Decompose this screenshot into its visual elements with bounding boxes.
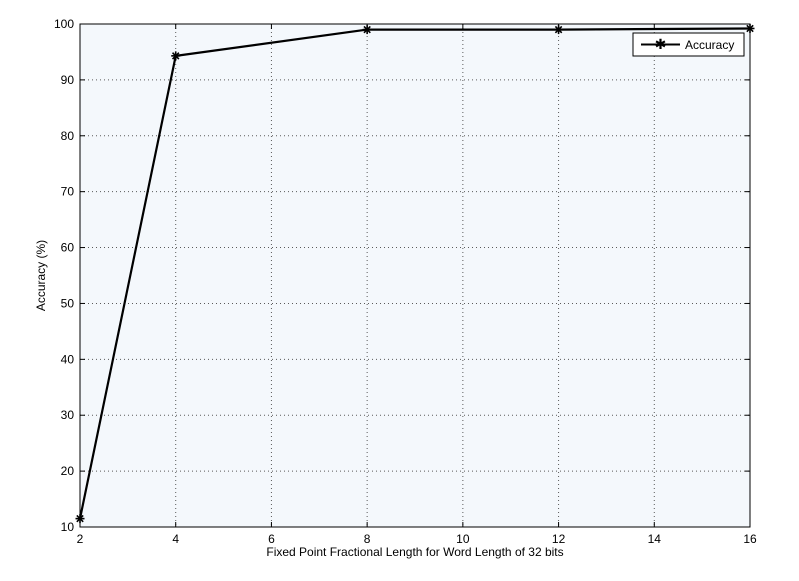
x-tick-label: 4	[172, 532, 179, 546]
y-tick-label: 50	[61, 296, 75, 310]
y-tick-label: 40	[61, 352, 75, 366]
x-tick-label: 14	[648, 532, 662, 546]
marker-stroke	[363, 25, 371, 34]
y-axis-label: Accuracy (%)	[34, 240, 48, 311]
y-tick-label: 70	[61, 185, 75, 199]
x-axis-label: Fixed Point Fractional Length for Word L…	[266, 545, 563, 559]
legend-marker-asterisk: ✱	[655, 37, 667, 53]
marker-stroke	[171, 52, 180, 60]
legend: ✱ Accuracy	[632, 32, 745, 57]
x-tick-label: 16	[743, 532, 757, 546]
legend-box	[632, 32, 745, 57]
marker-stroke	[746, 24, 754, 33]
marker-stroke	[554, 25, 563, 34]
x-tick-label: 2	[77, 532, 84, 546]
y-tick-label: 100	[54, 17, 74, 31]
series-layer	[75, 23, 755, 524]
plot-area	[80, 24, 750, 527]
y-tick-label: 90	[61, 73, 75, 87]
y-tick-label: 10	[61, 520, 75, 534]
data-point-marker	[554, 25, 564, 35]
data-point-marker	[362, 25, 372, 35]
marker-stroke	[76, 514, 84, 523]
y-tick-label: 60	[61, 241, 75, 255]
data-point-marker	[745, 23, 755, 33]
y-tick-label: 20	[61, 464, 75, 478]
legend-entry-accuracy: Accuracy	[685, 38, 734, 52]
x-tick-label: 12	[552, 532, 566, 546]
x-tick-label: 10	[456, 532, 470, 546]
axes-frame	[79, 23, 751, 528]
x-tick-label: 6	[268, 532, 275, 546]
data-point-marker	[171, 51, 181, 61]
x-tick-label: 8	[364, 532, 371, 546]
y-tick-label: 30	[61, 408, 75, 422]
data-point-marker	[75, 514, 85, 524]
y-tick-label: 80	[61, 129, 75, 143]
